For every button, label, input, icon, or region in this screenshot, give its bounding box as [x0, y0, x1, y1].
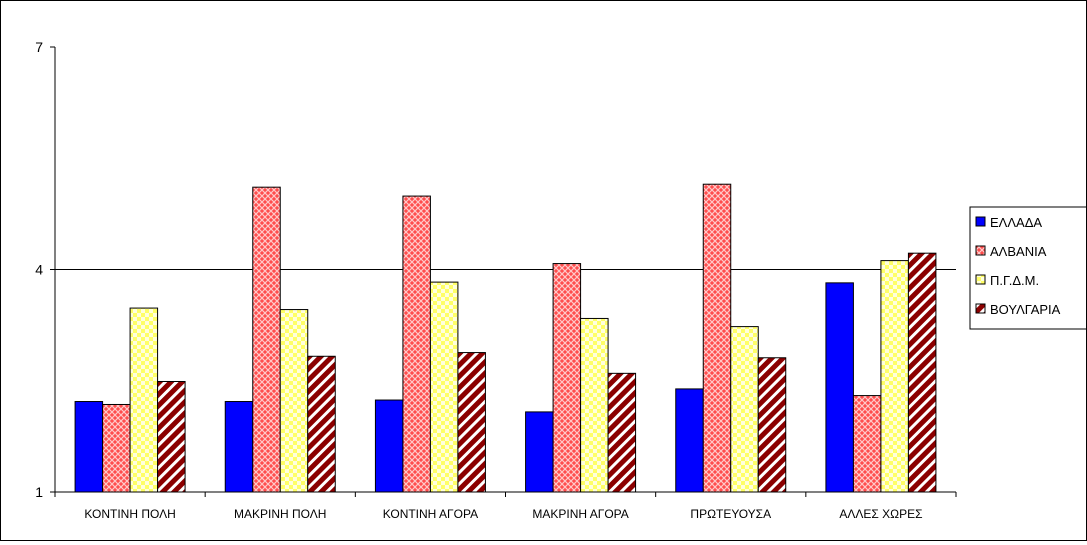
bar-2-5	[880, 260, 909, 493]
bar-0-1	[224, 401, 254, 493]
bar-3-1	[307, 355, 336, 493]
bar-1-0	[102, 403, 131, 493]
bar-3-0	[157, 380, 186, 493]
legend: ΕΛΛΑΔΑ ΑΛΒΑΝΙΑ Π.Γ.Δ.Μ. ΒΟΥΛΓΑΡΙΑ	[969, 206, 1087, 330]
x-tick-label: ΚΟΝΤΙΝΗ ΑΓΟΡΑ	[383, 507, 478, 521]
legend-swatch	[975, 303, 986, 314]
plot-area: 1 4 7 ΚΟΝΤΙΝΗ ΠΟΛΗ ΜΑΚΡΙΝΗ ΠΟΛΗ ΚΟΝΤΙΝΗ ΑΓΟΡΑ…	[35, 39, 957, 521]
legend-swatch	[975, 216, 986, 227]
bar-3-3	[607, 372, 637, 493]
legend-label: ΑΛΒΑΝΙΑ	[990, 244, 1047, 259]
y-tick-label: 4	[35, 262, 43, 278]
x-tick-label: ΜΑΚΡΙΝΗ ΠΟΛΗ	[234, 507, 326, 521]
x-tick-label: ΠΡΩΤΕΥΟΥΣΑ	[690, 507, 771, 521]
x-tick-label: ΚΟΝΤΙΝΗ ΠΟΛΗ	[84, 507, 175, 521]
legend-label: ΕΛΛΑΔΑ	[990, 215, 1042, 230]
bar-0-3	[525, 411, 554, 493]
bar-3-2	[457, 352, 486, 493]
bar-0-0	[74, 401, 104, 493]
legend-swatch	[975, 245, 986, 256]
legend-box	[969, 206, 1087, 330]
x-tick-label: ΜΑΚΡΙΝΗ ΑΓΟΡΑ	[532, 507, 628, 521]
bar-1-3	[552, 263, 582, 493]
bar-1-4	[702, 183, 732, 493]
bar-1-2	[402, 195, 431, 493]
legend-label: ΒΟΥΛΓΑΡΙΑ	[990, 302, 1061, 317]
x-tick-label: ΑΛΛΕΣ ΧΩΡΕΣ	[839, 507, 922, 521]
bar-0-4	[675, 388, 704, 493]
bar-0-2	[374, 399, 404, 493]
bar-2-4	[730, 326, 759, 493]
y-tick-label: 7	[35, 39, 43, 55]
bar-3-5	[907, 252, 937, 493]
bar-1-1	[252, 186, 281, 493]
bar-2-0	[129, 307, 159, 493]
legend-swatch	[975, 274, 986, 285]
bar-2-1	[279, 309, 309, 493]
bar-1-5	[852, 395, 882, 493]
bar-3-4	[757, 357, 787, 493]
bar-0-5	[825, 282, 854, 493]
y-tick-label: 1	[35, 484, 43, 500]
legend-label: Π.Γ.Δ.Μ.	[990, 273, 1039, 288]
bar-2-2	[429, 281, 459, 493]
bar-2-3	[580, 317, 609, 493]
